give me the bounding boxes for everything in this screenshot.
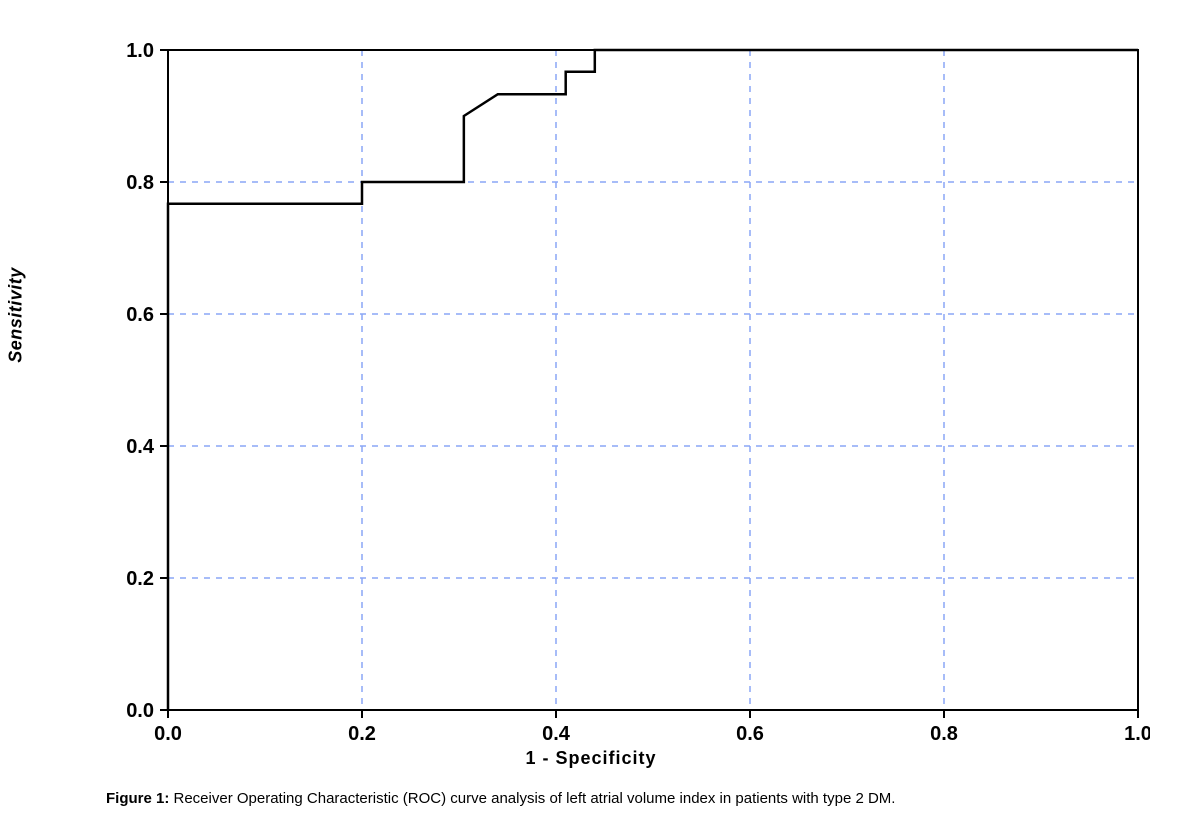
svg-text:0.2: 0.2 xyxy=(348,723,376,745)
x-axis-label: 1 - Specificity xyxy=(525,748,656,769)
svg-text:1.0: 1.0 xyxy=(126,40,154,62)
roc-chart-svg: 0.0 0.2 0.4 0.6 0.8 1.0 0.0 0.2 0.4 0.6 0.8 1.0 xyxy=(70,20,1150,760)
svg-text:0.8: 0.8 xyxy=(930,723,958,745)
svg-text:0.8: 0.8 xyxy=(126,172,154,194)
svg-text:0.0: 0.0 xyxy=(126,700,154,722)
svg-text:0.6: 0.6 xyxy=(126,304,154,326)
svg-text:0.2: 0.2 xyxy=(126,568,154,590)
caption-text: Receiver Operating Characteristic (ROC) … xyxy=(169,790,895,807)
svg-text:1.0: 1.0 xyxy=(1124,723,1150,745)
svg-text:0.4: 0.4 xyxy=(542,723,571,745)
caption-prefix: Figure 1: xyxy=(106,790,169,807)
svg-text:0.6: 0.6 xyxy=(736,723,764,745)
svg-text:0.4: 0.4 xyxy=(126,436,155,458)
y-axis-label: Sensitivity xyxy=(6,267,27,363)
figure-container: 0.0 0.2 0.4 0.6 0.8 1.0 0.0 0.2 0.4 0.6 0.8 1.0 Sen… xyxy=(0,0,1182,831)
svg-text:0.0: 0.0 xyxy=(154,723,182,745)
chart-area: 0.0 0.2 0.4 0.6 0.8 1.0 0.0 0.2 0.4 0.6 0.8 1.0 xyxy=(70,20,1150,760)
figure-caption: Figure 1: Receiver Operating Characteris… xyxy=(106,790,895,807)
